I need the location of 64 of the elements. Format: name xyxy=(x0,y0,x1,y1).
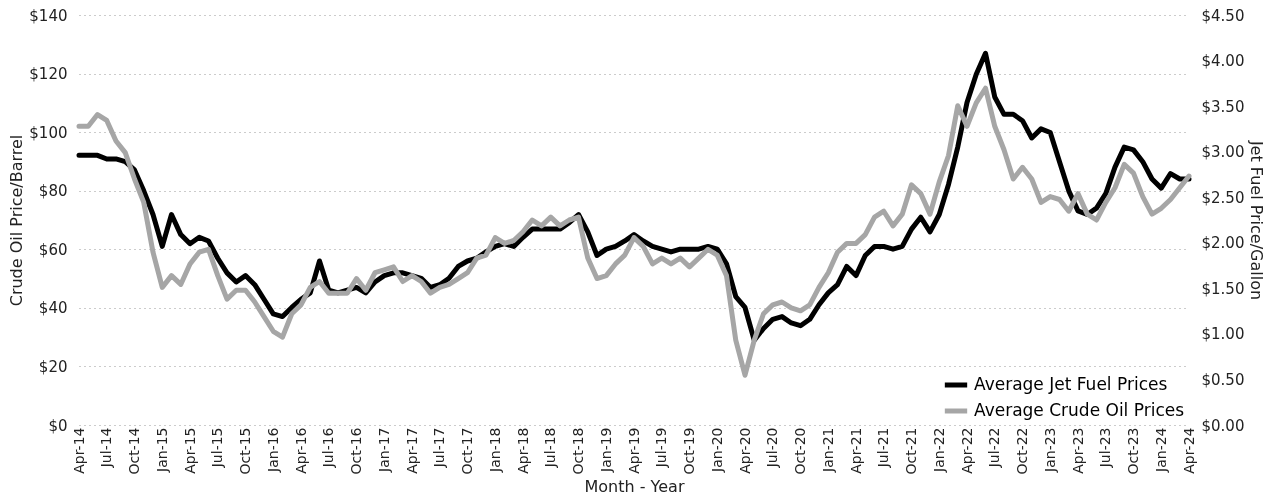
x-tick-label: Apr-18 xyxy=(514,427,531,474)
x-tick-label: Oct-15 xyxy=(237,427,253,475)
y-axis-title: Crude Oil Price/Barrel xyxy=(7,134,27,307)
legend-label: Average Crude Oil Prices xyxy=(974,400,1185,420)
y2-tick-label: $4.50 xyxy=(1201,6,1245,25)
x-tick-label: Apr-19 xyxy=(625,427,642,474)
x-tick-label: Jul-14 xyxy=(98,427,115,469)
y2-axis-title: Jet Fuel Price/Gallon xyxy=(1247,139,1267,301)
x-tick-label: Oct-19 xyxy=(681,427,697,475)
x-tick-label: Jan-20 xyxy=(708,427,725,473)
x-tick-label: Apr-17 xyxy=(403,427,420,474)
x-tick-label: Jan-15 xyxy=(153,427,170,473)
y-tick-label: $140 xyxy=(29,6,68,25)
x-tick-label: Jul-20 xyxy=(764,427,781,469)
x-tick-label: Oct-23 xyxy=(1125,427,1141,475)
x-tick-label: Apr-23 xyxy=(1069,427,1086,474)
x-tick-label: Jan-16 xyxy=(264,427,281,473)
y-tick-label: $0 xyxy=(48,416,68,435)
x-tick-label: Jan-24 xyxy=(1152,427,1169,473)
x-tick-label: Oct-18 xyxy=(570,427,586,475)
y2-tick-label: $1.00 xyxy=(1201,325,1245,344)
y2-tick-label: $4.00 xyxy=(1201,52,1245,71)
x-tick-label: Jul-18 xyxy=(542,427,559,469)
x-tick-label: Apr-16 xyxy=(292,427,309,474)
x-tick-label: Apr-24 xyxy=(1180,427,1197,474)
x-tick-label: Oct-21 xyxy=(903,427,919,475)
y-tick-label: $80 xyxy=(38,182,68,201)
legend-label: Average Jet Fuel Prices xyxy=(974,374,1168,394)
x-axis-title: Month - Year xyxy=(584,476,685,496)
y-tick-label: $120 xyxy=(29,65,68,84)
x-tick-label: Jul-22 xyxy=(986,427,1003,469)
y2-tick-label: $0.50 xyxy=(1201,370,1245,389)
x-tick-label: Jul-16 xyxy=(320,427,337,469)
y2-tick-label: $2.00 xyxy=(1201,234,1245,253)
y2-tick-label: $0.00 xyxy=(1201,416,1245,435)
y2-tick-label: $3.00 xyxy=(1201,143,1245,162)
x-tick-label: Apr-22 xyxy=(958,427,975,474)
y-tick-label: $100 xyxy=(29,123,68,142)
x-tick-label: Jul-23 xyxy=(1097,427,1114,469)
x-tick-label: Jul-21 xyxy=(875,427,892,469)
x-tick-label: Apr-14 xyxy=(70,427,87,474)
x-tick-label: Oct-20 xyxy=(792,427,808,475)
x-tick-label: Jan-17 xyxy=(375,427,392,473)
y-tick-label: $20 xyxy=(38,357,68,376)
x-tick-label: Jan-19 xyxy=(597,427,614,473)
x-tick-label: Oct-14 xyxy=(126,427,142,475)
x-tick-label: Jul-15 xyxy=(209,427,226,469)
y-tick-label: $60 xyxy=(38,240,68,259)
x-tick-label: Jan-23 xyxy=(1041,427,1058,473)
y-tick-label: $40 xyxy=(38,299,68,318)
x-tick-label: Oct-22 xyxy=(1014,427,1030,475)
x-tick-label: Jul-19 xyxy=(653,427,670,469)
y2-tick-label: $2.50 xyxy=(1201,188,1245,207)
y2-tick-label: $3.50 xyxy=(1201,97,1245,116)
x-tick-label: Apr-15 xyxy=(181,427,198,474)
x-tick-label: Jan-21 xyxy=(819,427,836,473)
x-tick-label: Jan-22 xyxy=(930,427,947,473)
x-tick-label: Jan-18 xyxy=(486,427,503,473)
x-tick-label: Oct-16 xyxy=(348,427,364,475)
x-tick-label: Oct-17 xyxy=(459,427,475,475)
x-tick-label: Jul-17 xyxy=(431,427,448,469)
y2-tick-label: $1.50 xyxy=(1201,279,1245,298)
x-tick-label: Apr-21 xyxy=(847,427,864,474)
x-tick-label: Apr-20 xyxy=(736,427,753,474)
